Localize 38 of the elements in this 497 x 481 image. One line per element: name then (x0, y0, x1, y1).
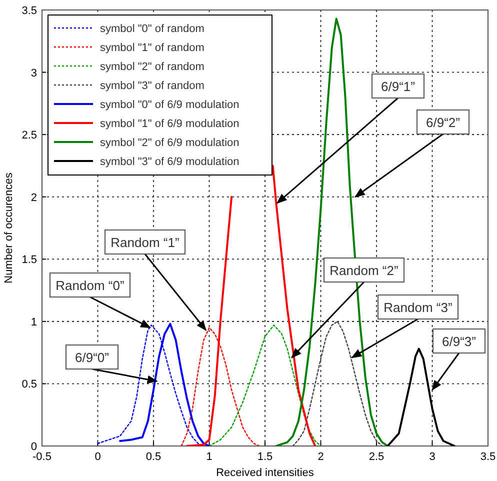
y-tick-label: 1 (30, 316, 37, 328)
legend-label: symbol "1" of random (100, 42, 204, 54)
annotation: 6/9“3” (442, 334, 476, 349)
legend-label: symbol "0" of random (100, 23, 204, 35)
annotation: 6/9“1” (381, 79, 415, 94)
annotation: Random “1” (110, 235, 180, 250)
x-tick-label: 3 (429, 451, 436, 463)
y-tick-label: 2.5 (22, 130, 37, 142)
line-series (292, 320, 383, 446)
x-tick-label: 0.5 (146, 451, 162, 463)
x-tick-label: 1.5 (257, 451, 273, 463)
y-tick-label: 0.5 (22, 378, 37, 391)
x-axis-title: Received intensities (216, 467, 314, 479)
annotation: Random “2” (330, 263, 398, 278)
x-tick-label: -0.5 (32, 451, 52, 463)
y-axis-title: Number of occurences (3, 172, 15, 284)
legend-label: symbol "2" of random (100, 61, 204, 73)
legend-label: symbol "2" of 6/9 modulation (100, 137, 240, 149)
x-tick-label: 0 (94, 451, 101, 463)
x-tick-label: 2 (318, 451, 324, 463)
y-tick-label: 3.5 (22, 5, 37, 17)
legend-label: symbol "3" of 6/9 modulation (100, 156, 240, 168)
annotation: Random “0” (56, 278, 124, 293)
line-series (272, 164, 316, 446)
legend-label: symbol "0" of 6/9 modulation (100, 99, 240, 111)
x-tick-label: 1 (206, 451, 212, 463)
legend-label: symbol "3" of random (100, 80, 204, 92)
annotation: Random “3” (384, 300, 452, 315)
legend-label: symbol "1" of 6/9 modulation (100, 118, 240, 130)
annotation: 6/9“0” (75, 350, 109, 365)
y-tick-label: 2 (30, 192, 37, 204)
y-tick-label: 1.5 (22, 254, 37, 266)
y-tick-label: 3 (30, 67, 37, 80)
line-series (208, 324, 322, 446)
y-tick-label: 0 (30, 441, 37, 453)
x-tick-label: 3.5 (480, 451, 496, 463)
annotation: 6/9“2” (426, 115, 460, 130)
x-tick-label: 2.5 (368, 451, 384, 463)
